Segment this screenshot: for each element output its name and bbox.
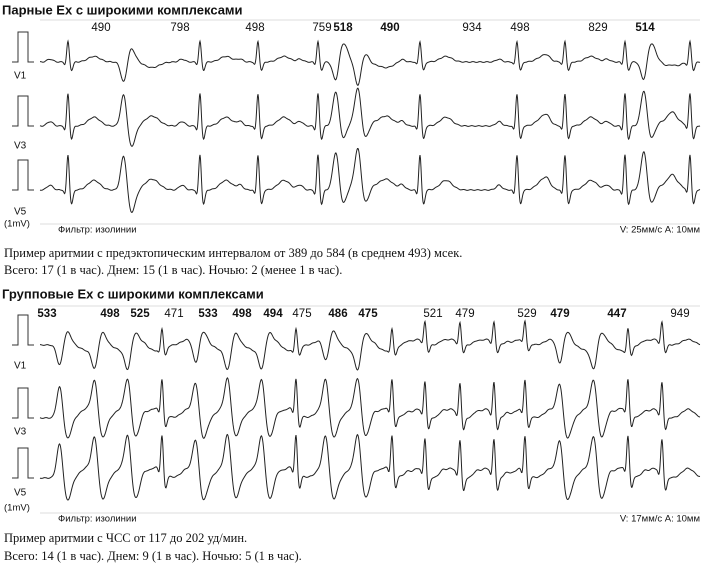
lead-label: V5	[14, 488, 27, 499]
rr-interval: 486	[328, 308, 347, 320]
description-line: Пример аритмии с предэктопическим интерв…	[4, 246, 462, 260]
calibration-pulse	[12, 159, 34, 191]
ecg-trace	[40, 39, 701, 86]
filter-label: Фильтр: изолинии	[58, 225, 137, 236]
lead-label: V3	[14, 141, 27, 152]
section-title: Парные Ex с широкими комплексами	[2, 2, 243, 17]
filter-label: Фильтр: изолинии	[58, 514, 137, 525]
calibration-pulse	[12, 31, 34, 63]
rr-interval: 498	[510, 22, 529, 34]
rr-interval: 447	[607, 308, 626, 320]
rr-interval: 759	[312, 22, 331, 34]
rr-interval: 498	[245, 22, 264, 34]
rr-interval: 475	[292, 308, 311, 320]
rr-interval: 829	[588, 22, 607, 34]
rr-interval: 498	[232, 308, 252, 320]
rr-interval: 471	[164, 308, 183, 320]
rr-interval: 949	[670, 308, 689, 320]
scale-label: V: 17мм/с A: 10мм	[620, 514, 700, 525]
description-line: Всего: 14 (1 в час). Днем: 9 (1 в час). …	[4, 549, 302, 563]
calibration-label: (1mV)	[4, 503, 30, 514]
rr-interval: 490	[380, 22, 399, 34]
calibration-pulse	[12, 447, 34, 479]
ecg-trace	[39, 433, 701, 501]
ecg-trace	[39, 87, 701, 147]
description-line: Пример аритмии с ЧСС от 117 до 202 уд/ми…	[4, 531, 247, 545]
rr-interval: 498	[100, 308, 120, 320]
description-line: Всего: 17 (1 в час). Днем: 15 (1 в час).…	[4, 263, 342, 277]
lead-label: V1	[14, 71, 27, 82]
rr-interval: 533	[198, 308, 217, 320]
rr-interval: 479	[455, 308, 474, 320]
lead-label: V1	[14, 361, 27, 372]
rr-interval: 494	[263, 308, 283, 320]
rr-interval: 518	[333, 22, 353, 34]
calibration-pulse	[12, 387, 34, 419]
calibration-label: (1mV)	[4, 219, 30, 230]
lead-label: V5	[14, 207, 27, 218]
rr-interval: 479	[550, 308, 569, 320]
rr-interval: 529	[517, 308, 536, 320]
rr-interval: 525	[130, 308, 150, 320]
ecg-trace	[39, 148, 701, 213]
calibration-pulse	[12, 314, 34, 346]
rr-interval: 533	[37, 308, 56, 320]
rr-interval: 798	[170, 22, 189, 34]
ecg-trace	[39, 377, 701, 439]
rr-interval: 934	[462, 22, 482, 34]
rr-interval: 490	[91, 22, 110, 34]
ecg-trace	[40, 319, 701, 371]
calibration-pulse	[12, 95, 34, 127]
scale-label: V: 25мм/с A: 10мм	[620, 225, 700, 236]
section-title: Групповые Ex с широкими комплексами	[2, 286, 264, 301]
rr-interval: 514	[635, 22, 655, 34]
lead-label: V3	[14, 427, 27, 438]
rr-interval: 521	[423, 308, 442, 320]
rr-interval: 475	[358, 308, 378, 320]
